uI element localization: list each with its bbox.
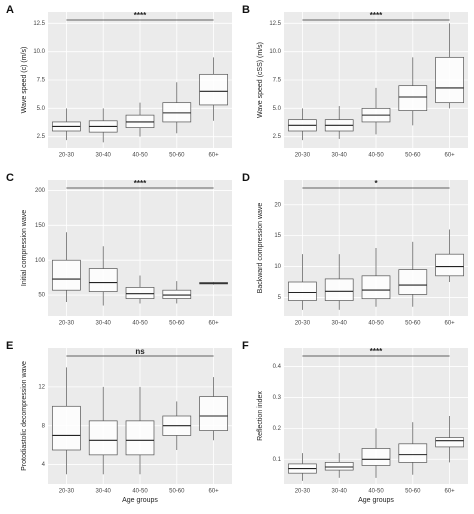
x-tick-label: 20-30: [295, 489, 311, 495]
y-tick-label: 200: [35, 188, 46, 194]
y-tick-label: 2.5: [273, 134, 282, 140]
x-tick-label: 20-30: [59, 153, 75, 159]
box: [125, 287, 155, 299]
y-tick-label: 0.1: [273, 457, 282, 463]
y-tick-label: 50: [38, 293, 45, 299]
x-tick-label: 60+: [209, 153, 220, 159]
box: [125, 420, 155, 456]
box: [435, 253, 464, 277]
y-tick-label: 2.5: [37, 134, 46, 140]
box: [398, 269, 428, 295]
box: [361, 448, 391, 466]
x-tick-label: 20-30: [295, 153, 311, 159]
x-tick-label: 60+: [209, 321, 220, 327]
y-tick-label: 5.0: [273, 106, 282, 112]
x-tick-label: 30-40: [96, 321, 112, 327]
x-tick-label: 40-50: [368, 489, 384, 495]
x-tick-label: 50-60: [169, 321, 185, 327]
box: [88, 420, 118, 456]
x-axis-label: Age groups: [122, 497, 158, 504]
y-tick-label: 5: [278, 295, 282, 301]
box: [361, 275, 391, 300]
x-tick-label: 30-40: [332, 489, 348, 495]
y-tick-label: 0.2: [273, 426, 282, 432]
x-tick-label: 40-50: [368, 321, 384, 327]
x-tick-label: 30-40: [96, 153, 112, 159]
panel-letter: C: [6, 172, 14, 184]
y-tick-label: 12.5: [269, 21, 281, 27]
y-tick-label: 12.5: [33, 21, 45, 27]
x-tick-label: 60+: [445, 321, 456, 327]
x-tick-label: 30-40: [96, 489, 112, 495]
significance: *: [374, 179, 378, 188]
y-tick-label: 5.0: [37, 106, 46, 112]
significance: ****: [370, 347, 383, 356]
x-tick-label: 50-60: [405, 489, 421, 495]
box: [324, 278, 354, 301]
box: [435, 56, 464, 104]
x-tick-label: 60+: [445, 489, 456, 495]
x-tick-label: 40-50: [368, 153, 384, 159]
y-tick-label: 10.0: [33, 49, 45, 55]
x-axis-label: Age groups: [358, 497, 394, 504]
y-tick-label: 20: [274, 202, 281, 208]
x-tick-label: 20-30: [295, 321, 311, 327]
y-tick-label: 7.5: [37, 78, 46, 84]
y-axis-label: Protodiastolic decompression wave: [21, 361, 28, 471]
x-tick-label: 20-30: [59, 321, 75, 327]
y-tick-label: 100: [35, 258, 46, 264]
box: [199, 73, 228, 106]
box: [125, 114, 155, 128]
y-axis-label: Wave speed (c) (m/s): [21, 47, 28, 114]
x-tick-label: 40-50: [132, 153, 148, 159]
y-tick-label: 4: [42, 462, 46, 468]
x-tick-label: 60+: [209, 489, 220, 495]
y-tick-label: 0.4: [273, 364, 282, 370]
box: [199, 396, 228, 431]
box: [288, 281, 317, 301]
x-tick-label: 20-30: [59, 489, 75, 495]
significance: ns: [135, 347, 145, 356]
x-tick-label: 30-40: [332, 321, 348, 327]
significance: ****: [370, 11, 383, 20]
panel-letter: F: [242, 340, 249, 352]
y-axis-label: Initial compression wave: [21, 210, 28, 286]
box: [162, 289, 192, 299]
x-tick-label: 50-60: [405, 321, 421, 327]
box: [324, 462, 354, 471]
y-tick-label: 7.5: [273, 78, 282, 84]
y-tick-label: 10: [274, 264, 281, 270]
panel-letter: E: [6, 340, 13, 352]
panel-letter: D: [242, 172, 250, 184]
y-axis-label: Reflection index: [257, 391, 264, 441]
box: [435, 437, 464, 448]
box: [52, 259, 81, 291]
box: [398, 85, 428, 111]
y-axis-label: Backward compression wave: [257, 203, 264, 294]
x-tick-label: 40-50: [132, 489, 148, 495]
x-tick-label: 50-60: [405, 153, 421, 159]
x-tick-label: 30-40: [332, 153, 348, 159]
x-tick-label: 40-50: [132, 321, 148, 327]
y-tick-label: 12: [38, 384, 45, 390]
significance: ****: [134, 179, 147, 188]
y-tick-label: 15: [274, 233, 281, 239]
box: [88, 268, 118, 292]
y-tick-label: 150: [35, 223, 46, 229]
x-tick-label: 50-60: [169, 489, 185, 495]
panel-letter: A: [6, 4, 14, 16]
y-axis-label: Wave speed (cSS) (m/s): [257, 42, 264, 118]
significance: ****: [134, 11, 147, 20]
box: [398, 443, 428, 463]
box: [52, 405, 81, 451]
y-tick-label: 0.3: [273, 395, 282, 401]
y-tick-label: 10.0: [269, 49, 281, 55]
y-tick-label: 8: [42, 423, 46, 429]
x-tick-label: 50-60: [169, 153, 185, 159]
box: [162, 102, 192, 123]
panel-letter: B: [242, 4, 250, 16]
x-tick-label: 60+: [445, 153, 456, 159]
